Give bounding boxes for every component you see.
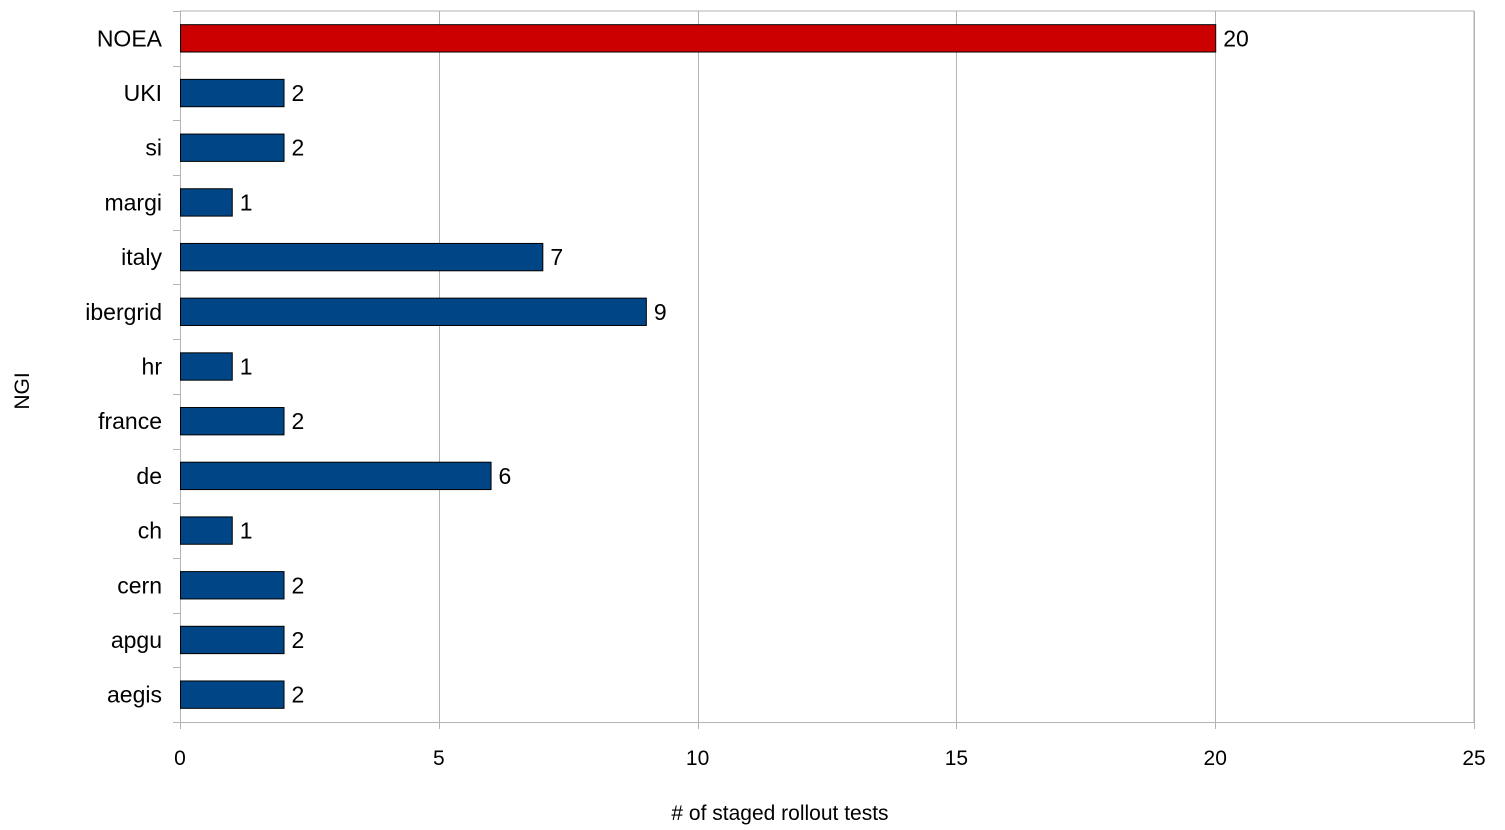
bar-apgu <box>180 625 285 655</box>
bar-noea <box>180 24 1217 53</box>
x-axis-title: # of staged rollout tests <box>671 802 888 825</box>
category-label: cern <box>117 572 162 598</box>
category-label: france <box>98 408 162 434</box>
data-label: 1 <box>240 189 253 215</box>
category-label: margi <box>104 189 162 215</box>
x-tick-label: 10 <box>686 747 709 770</box>
bar-italy <box>180 242 544 272</box>
bar-uki <box>180 78 285 108</box>
category-label: aegis <box>107 682 162 708</box>
category-label: hr <box>142 354 163 380</box>
data-label: 7 <box>550 244 563 270</box>
bar-si <box>180 133 285 162</box>
category-label: italy <box>121 244 162 270</box>
x-tick-label: 15 <box>945 747 968 770</box>
data-label: 2 <box>292 80 305 106</box>
x-tick-label: 20 <box>1204 747 1227 770</box>
labels: 0 5 10 15 20 25 NOEA 20 UKI 2 si 2 margi 1 italy 7 iberg… <box>85 25 1485 770</box>
y-axis-title: NGI <box>11 372 34 409</box>
bar-france <box>180 407 285 436</box>
bar-de <box>180 461 492 491</box>
x-tick-label: 25 <box>1462 747 1485 770</box>
category-label: apgu <box>111 627 162 653</box>
grid-lines <box>180 10 1475 722</box>
x-tick-label: 0 <box>174 747 186 770</box>
category-label: NOEA <box>97 25 163 51</box>
data-label: 1 <box>240 518 253 544</box>
data-label: 6 <box>499 463 512 489</box>
x-tick-label: 5 <box>433 747 445 770</box>
bar-ch <box>180 516 233 545</box>
category-label: de <box>136 463 162 489</box>
bar-cern <box>180 571 285 600</box>
category-label: si <box>145 135 162 161</box>
axes <box>173 11 1475 729</box>
category-label: ibergrid <box>85 299 162 325</box>
data-label: 20 <box>1223 25 1249 51</box>
data-label: 2 <box>292 135 305 161</box>
data-label: 2 <box>292 572 305 598</box>
data-label: 1 <box>240 354 253 380</box>
data-label: 2 <box>292 682 305 708</box>
category-label: ch <box>138 518 162 544</box>
bar-margi <box>180 188 233 217</box>
bar-hr <box>180 352 233 381</box>
bar-aegis <box>180 680 285 709</box>
bars <box>180 24 1217 709</box>
data-label: 9 <box>654 299 667 325</box>
data-label: 2 <box>292 627 305 653</box>
category-label: UKI <box>124 80 162 106</box>
bar-ibergrid <box>180 297 647 326</box>
data-label: 2 <box>292 408 305 434</box>
